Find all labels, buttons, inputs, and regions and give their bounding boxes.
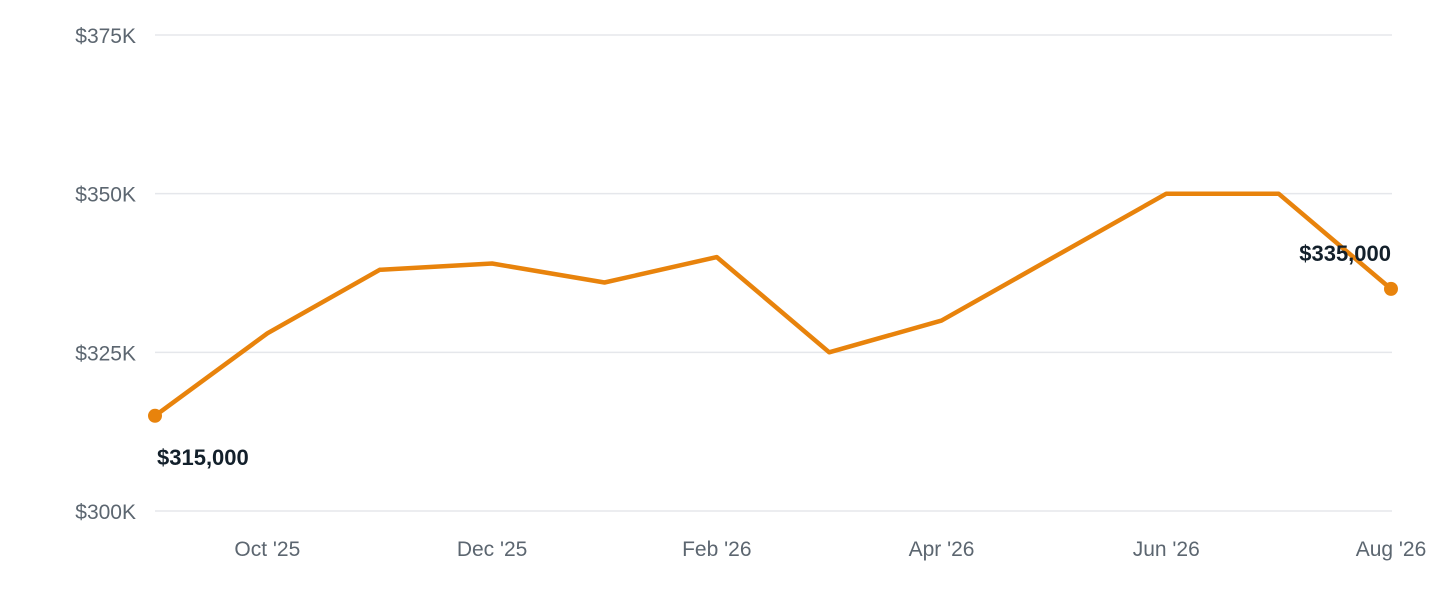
x-tick-label: Jun '26 xyxy=(1133,538,1200,561)
annotation-layer: $315,000 $335,000 xyxy=(157,241,1391,470)
y-tick-label: $325K xyxy=(75,342,136,365)
series-line xyxy=(152,191,1394,419)
endpoint-value-label: $335,000 xyxy=(1299,241,1391,266)
y-tick-label: $350K xyxy=(75,184,136,207)
x-axis: Oct '25 Dec '25 Feb '26 Apr '26 Jun '26 Aug '… xyxy=(234,538,1426,561)
endpoint-value-label: $315,000 xyxy=(157,445,249,470)
y-tick-label: $300K xyxy=(75,501,136,524)
x-tick-label: Apr '26 xyxy=(909,538,975,561)
x-tick-label: Aug '26 xyxy=(1356,538,1427,561)
series-layer xyxy=(148,191,1398,423)
y-axis: $300K $325K $350K $375K xyxy=(75,25,136,524)
y-tick-label: $375K xyxy=(75,25,136,48)
x-tick-label: Dec '25 xyxy=(457,538,528,561)
x-tick-label: Oct '25 xyxy=(234,538,300,561)
x-tick-label: Feb '26 xyxy=(682,538,751,561)
endpoint-marker xyxy=(148,408,162,423)
grid-layer xyxy=(155,34,1392,512)
endpoint-marker xyxy=(1384,281,1398,296)
